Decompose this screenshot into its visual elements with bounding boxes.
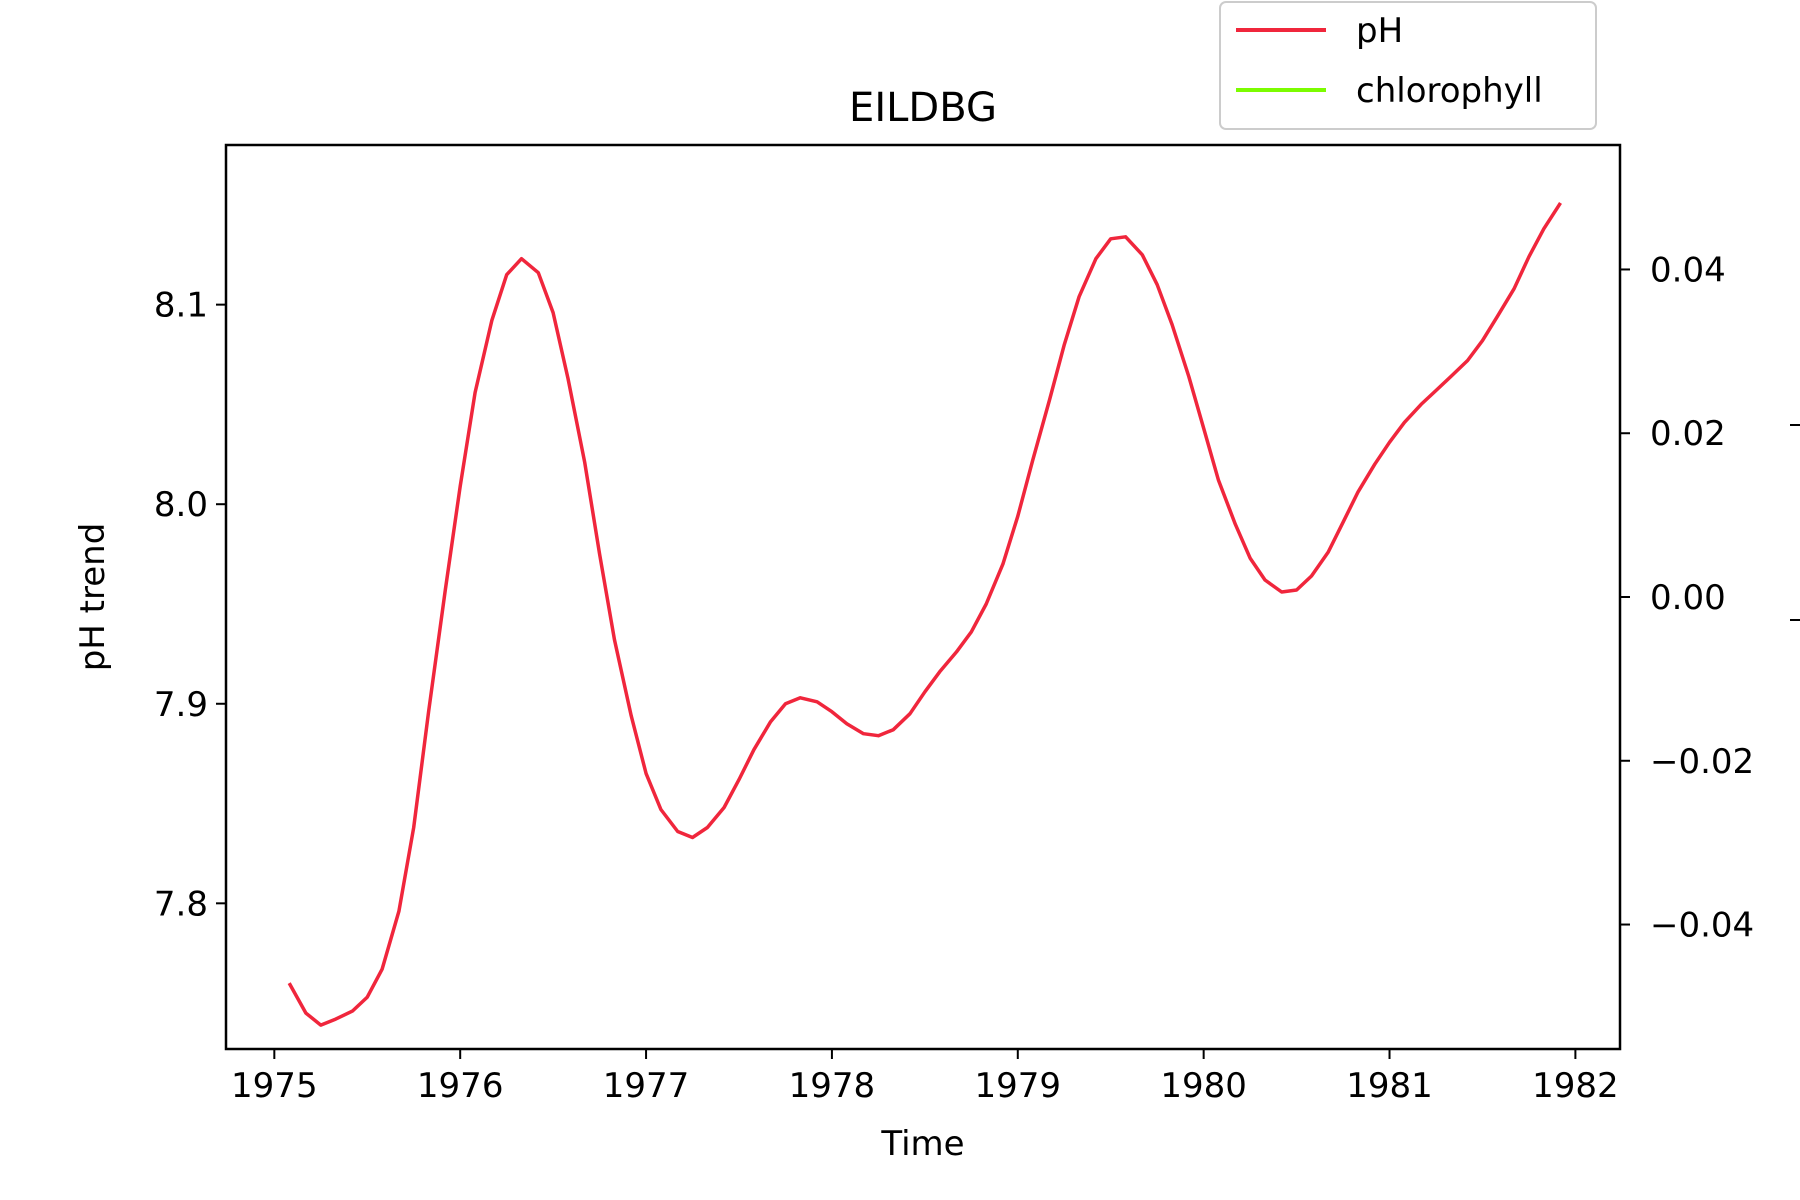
y-axis-label: pH trend	[73, 523, 113, 672]
y2-tick-label: 0.00	[1650, 578, 1726, 618]
legend-label-chlorophyll: chlorophyll	[1356, 71, 1543, 111]
x-tick-label: 1975	[231, 1066, 318, 1106]
y2-tick-label: 0.04	[1650, 250, 1726, 290]
y-tick-label: 7.9	[154, 685, 208, 725]
chart-title: EILDBG	[849, 85, 997, 131]
y-tick-label: 8.0	[154, 485, 208, 525]
x-tick-label: 1982	[1532, 1066, 1619, 1106]
x-tick-label: 1979	[975, 1066, 1062, 1106]
x-axis-ticks: 1975 1976 1977 1978 1979 1980 1981 1982	[231, 1049, 1619, 1106]
series-line-pH	[287, 201, 1562, 1027]
y2-axis-ticks: −0.04 −0.02 0.00 0.02 0.04	[1620, 250, 1800, 946]
legend-label-pH: pH	[1356, 11, 1403, 51]
x-tick-label: 1981	[1346, 1066, 1433, 1106]
y-tick-label: 8.1	[154, 286, 208, 326]
y-axis-ticks: 7.8 7.9 8.0 8.1	[154, 286, 226, 924]
legend-box	[1219, 1, 1597, 130]
legend: pH chlorophyll	[1219, 1, 1597, 130]
x-tick-label: 1977	[603, 1066, 690, 1106]
series-layer	[287, 201, 1562, 1027]
y2-tick-label: 0.02	[1650, 414, 1726, 454]
y2-tick-label: −0.02	[1650, 742, 1754, 782]
x-tick-label: 1980	[1160, 1066, 1247, 1106]
x-tick-label: 1978	[789, 1066, 876, 1106]
y-tick-label: 7.8	[154, 884, 208, 924]
x-tick-label: 1976	[417, 1066, 504, 1106]
y2-tick-label: −0.04	[1650, 906, 1754, 946]
x-axis-label: Time	[880, 1124, 964, 1164]
